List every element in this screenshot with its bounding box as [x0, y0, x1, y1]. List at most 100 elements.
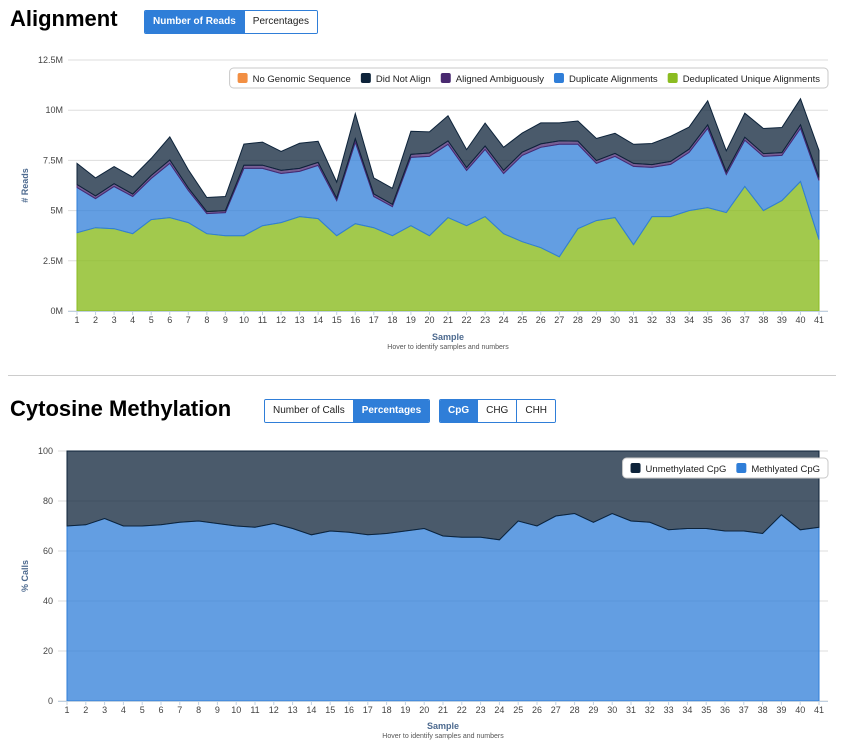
- chart-hint: Hover to identify samples and numbers: [382, 733, 504, 740]
- chg-button[interactable]: CHG: [477, 400, 517, 422]
- x-tick-label: 11: [250, 705, 259, 715]
- x-tick-label: 18: [382, 705, 392, 715]
- legend-item-unmethylated-cpg[interactable]: Unmethylated CpG: [630, 463, 727, 475]
- number-of-calls-button[interactable]: Number of Calls: [265, 400, 353, 422]
- context-toggle: CpG CHG CHH: [439, 399, 557, 423]
- x-tick-label: 34: [684, 315, 694, 325]
- x-tick-label: 14: [306, 705, 316, 715]
- x-tick-label: 39: [777, 315, 787, 325]
- legend-item-deduplicated-unique-alignments[interactable]: Deduplicated Unique Alignments: [667, 73, 821, 85]
- x-tick-label: 36: [720, 705, 730, 715]
- x-tick-label: 27: [551, 705, 561, 715]
- x-tick-label: 14: [313, 315, 323, 325]
- x-tick-label: 10: [231, 705, 241, 715]
- x-tick-label: 27: [554, 315, 564, 325]
- x-tick-label: 22: [457, 705, 467, 715]
- x-tick-label: 29: [588, 705, 598, 715]
- legend-item-no-genomic-sequence[interactable]: No Genomic Sequence: [237, 73, 351, 85]
- legend: No Genomic Sequence Did Not Align Aligned …: [229, 67, 829, 89]
- legend-item-duplicate-alignments[interactable]: Duplicate Alignments: [553, 73, 658, 85]
- legend-label: Methlyated CpG: [751, 464, 820, 475]
- legend-swatch: [237, 73, 248, 83]
- methylation-title: Cytosine Methylation: [10, 396, 232, 421]
- x-tick-label: 2: [93, 315, 98, 325]
- x-tick-label: 36: [721, 315, 731, 325]
- methylation-percentages-button[interactable]: Percentages: [352, 400, 430, 422]
- chart-hint: Hover to identify samples and numbers: [387, 344, 509, 351]
- x-tick-label: 15: [325, 705, 335, 715]
- x-axis-title: Sample: [427, 721, 459, 731]
- x-tick-label: 17: [369, 315, 379, 325]
- x-tick-label: 9: [215, 705, 220, 715]
- x-tick-label: 41: [814, 705, 824, 715]
- legend-item-did-not-align[interactable]: Did Not Align: [360, 73, 431, 85]
- legend-item-aligned-ambiguously[interactable]: Aligned Ambiguously: [440, 73, 544, 85]
- y-axis-title: # Reads: [20, 168, 30, 203]
- x-tick-label: 18: [387, 315, 397, 325]
- x-tick-label: 23: [480, 315, 490, 325]
- section-divider: [8, 375, 836, 376]
- alignment-title: Alignment: [10, 6, 118, 31]
- chh-button[interactable]: CHH: [516, 400, 556, 422]
- legend-swatch: [360, 73, 371, 83]
- x-tick-label: 7: [177, 705, 182, 715]
- x-tick-label: 5: [140, 705, 145, 715]
- cpg-button[interactable]: CpG: [440, 400, 478, 422]
- y-tick-label: 12.5M: [38, 55, 63, 65]
- x-tick-label: 5: [149, 315, 154, 325]
- x-tick-label: 25: [513, 705, 523, 715]
- legend-swatch: [630, 463, 641, 473]
- x-tick-label: 24: [494, 705, 504, 715]
- x-tick-label: 32: [645, 705, 655, 715]
- x-tick-label: 23: [476, 705, 486, 715]
- x-tick-label: 29: [591, 315, 601, 325]
- legend-label: Duplicate Alignments: [569, 74, 658, 85]
- methylation-mode-toggle: Number of Calls Percentages: [264, 399, 431, 423]
- legend-swatch: [440, 73, 451, 83]
- x-tick-label: 12: [269, 705, 279, 715]
- x-tick-label: 28: [573, 315, 583, 325]
- x-tick-label: 3: [102, 705, 107, 715]
- x-tick-label: 30: [607, 705, 617, 715]
- area-methlyated-cpg: [66, 512, 820, 702]
- x-tick-label: 16: [344, 705, 354, 715]
- x-tick-label: 30: [610, 315, 620, 325]
- y-tick-label: 20: [43, 646, 53, 656]
- x-tick-label: 6: [158, 705, 163, 715]
- x-tick-label: 3: [112, 315, 117, 325]
- y-tick-label: 80: [43, 496, 53, 506]
- x-tick-label: 38: [758, 705, 768, 715]
- legend-box: [622, 457, 829, 479]
- x-tick-label: 32: [647, 315, 657, 325]
- alignment-percentages-button[interactable]: Percentages: [243, 11, 317, 33]
- x-tick-label: 15: [332, 315, 342, 325]
- x-tick-label: 20: [419, 705, 429, 715]
- number-of-reads-button[interactable]: Number of Reads: [145, 11, 244, 33]
- x-tick-label: 35: [701, 705, 711, 715]
- x-tick-label: 16: [350, 315, 360, 325]
- x-tick-label: 4: [121, 705, 126, 715]
- x-tick-label: 26: [532, 705, 542, 715]
- x-tick-label: 17: [363, 705, 373, 715]
- x-tick-label: 41: [814, 315, 824, 325]
- x-tick-label: 33: [666, 315, 676, 325]
- x-tick-label: 28: [570, 705, 580, 715]
- x-tick-label: 26: [536, 315, 546, 325]
- x-tick-label: 39: [776, 705, 786, 715]
- legend-item-methlyated-cpg[interactable]: Methlyated CpG: [736, 463, 820, 475]
- y-axis-title: % Calls: [20, 560, 30, 592]
- legend-label: No Genomic Sequence: [253, 74, 351, 85]
- x-tick-label: 8: [196, 705, 201, 715]
- legend-swatch: [736, 463, 747, 473]
- legend: Unmethylated CpG Methlyated CpG: [622, 457, 829, 479]
- y-tick-label: 2.5M: [43, 256, 63, 266]
- legend-swatch: [667, 73, 678, 83]
- legend-label: Aligned Ambiguously: [456, 74, 544, 85]
- x-tick-label: 34: [682, 705, 692, 715]
- x-tick-label: 40: [795, 705, 805, 715]
- x-tick-label: 21: [438, 705, 448, 715]
- x-tick-label: 19: [400, 705, 410, 715]
- x-tick-label: 13: [288, 705, 298, 715]
